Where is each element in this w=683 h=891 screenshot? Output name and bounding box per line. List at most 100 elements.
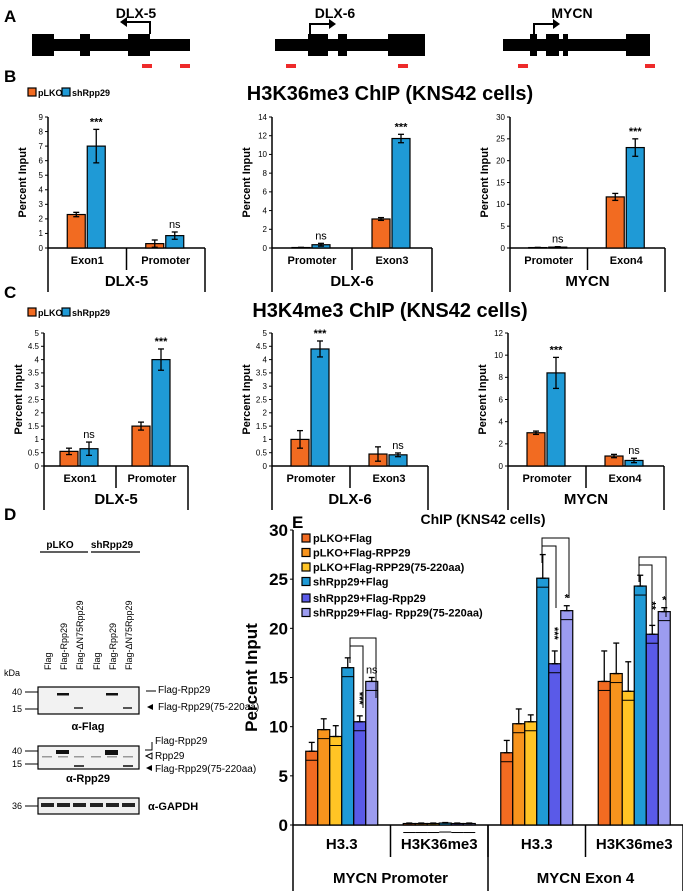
y-tick-label: 12 xyxy=(258,132,267,141)
exon-block xyxy=(32,34,54,56)
legend-label: shRpp29+Flag-Rpp29 xyxy=(313,593,426,605)
panel-label: B xyxy=(4,67,16,86)
y-tick-label: 3 xyxy=(35,382,40,391)
exon-block xyxy=(80,34,90,56)
category-label: H3.3 xyxy=(521,836,553,853)
y-tick-label: 15 xyxy=(269,668,288,687)
significance-label: *** xyxy=(548,627,560,641)
group-label: MYCN Exon 4 xyxy=(537,870,635,887)
y-axis-label: Percent Input xyxy=(242,623,261,732)
y-tick-label: 4 xyxy=(263,206,268,215)
blot-group-label: pLKO xyxy=(46,540,73,551)
significance-label: *** xyxy=(629,126,643,138)
legend-swatch xyxy=(301,607,311,618)
y-tick-label: 2 xyxy=(263,409,268,418)
exon-block xyxy=(530,34,537,56)
legend-swatch xyxy=(301,576,311,587)
legend-label: pLKO xyxy=(38,308,63,318)
bar xyxy=(512,723,526,826)
group-label: MYCN xyxy=(565,273,609,290)
y-tick-label: 15 xyxy=(496,178,505,187)
band-arrow xyxy=(145,742,153,751)
gapdh-band xyxy=(106,803,119,807)
group-label: DLX-5 xyxy=(94,491,137,508)
gene-intron-line xyxy=(503,39,650,51)
legend-label: pLKO xyxy=(38,88,63,98)
bar xyxy=(605,196,625,249)
bar xyxy=(131,425,151,467)
legend-swatch xyxy=(27,307,37,317)
truncated-band xyxy=(123,707,132,709)
lane-label: Flag-ΔN75Rpp29 xyxy=(124,600,134,670)
y-tick-label: 5 xyxy=(501,222,506,231)
y-tick-label: 25 xyxy=(496,135,505,144)
y-tick-label: 25 xyxy=(269,570,288,589)
category-label: Promoter xyxy=(523,473,573,485)
significance-label: *** xyxy=(550,344,564,356)
flag-rpp29-band xyxy=(56,750,69,754)
bar xyxy=(365,680,379,826)
y-tick-label: 2 xyxy=(39,215,44,224)
primer-amplicon-mark xyxy=(180,64,190,68)
category-label: Promoter xyxy=(128,473,178,485)
y-tick-label: 3 xyxy=(263,382,268,391)
primer-amplicon-mark xyxy=(518,64,528,68)
legend-swatch xyxy=(61,307,71,317)
category-label: H3.3 xyxy=(326,836,358,853)
y-tick-label: 4 xyxy=(499,417,504,426)
truncated-band xyxy=(123,765,133,767)
y-tick-label: 8 xyxy=(39,127,44,136)
significance-label: *** xyxy=(90,116,104,128)
bar xyxy=(657,611,671,826)
group-label: MYCN Promoter xyxy=(333,870,448,887)
bar xyxy=(536,577,550,826)
bar xyxy=(66,213,86,249)
significance-label: ns xyxy=(552,234,564,246)
legend-label: pLKO+Flag-RPP29 xyxy=(313,548,411,560)
y-tick-label: 4 xyxy=(35,355,40,364)
gene-intron-line xyxy=(32,39,190,51)
exon-block xyxy=(626,34,650,56)
band-label: Flag-Rpp29(75-220aa) xyxy=(155,764,256,775)
y-tick-label: 5 xyxy=(35,329,40,338)
category-label: Exon1 xyxy=(71,255,104,267)
significance-label: ** xyxy=(645,601,657,610)
lane-label: Flag-Rpp29 xyxy=(59,623,69,670)
y-tick-label: 14 xyxy=(258,113,267,122)
mw-marker: 15 xyxy=(12,704,22,714)
gapdh-band xyxy=(122,803,135,807)
gapdh-band xyxy=(73,803,86,807)
bar xyxy=(560,610,574,826)
bar xyxy=(524,721,538,826)
legend-label: pLKO+Flag xyxy=(313,533,372,545)
gene-name: DLX-5 xyxy=(116,5,157,21)
y-tick-label: 2 xyxy=(263,225,268,234)
y-tick-label: 3.5 xyxy=(256,369,268,378)
endogenous-rpp29-band xyxy=(58,756,68,758)
category-label: Promoter xyxy=(141,255,191,267)
significance-label: ns xyxy=(628,445,640,457)
bar xyxy=(625,146,645,249)
panel-label: A xyxy=(4,7,16,26)
exon-block xyxy=(128,34,150,56)
y-axis-label: Percent Input xyxy=(477,364,489,435)
blot-group-label: shRpp29 xyxy=(91,540,134,551)
legend-label: pLKO+Flag-RPP29(75-220aa) xyxy=(313,562,465,574)
legend-swatch xyxy=(301,562,311,572)
significance-label: *** xyxy=(314,328,328,340)
exon-block xyxy=(308,34,328,56)
truncated-band xyxy=(74,707,83,709)
band-label: Flag-Rpp29(75-220aa) xyxy=(158,702,259,713)
y-tick-label: 30 xyxy=(269,521,288,540)
y-tick-label: 4 xyxy=(39,186,44,195)
tss-arrow-icon xyxy=(533,23,554,34)
antibody-label: α-Flag xyxy=(71,721,104,733)
exon-block xyxy=(388,34,425,56)
y-tick-label: 1.5 xyxy=(28,422,40,431)
bar xyxy=(500,752,514,826)
significance-label: *** xyxy=(155,336,169,348)
significance-label: *** xyxy=(395,121,409,133)
mw-marker: 15 xyxy=(12,759,22,769)
y-axis-label: Percent Input xyxy=(17,147,29,218)
gene-name: MYCN xyxy=(551,5,592,21)
